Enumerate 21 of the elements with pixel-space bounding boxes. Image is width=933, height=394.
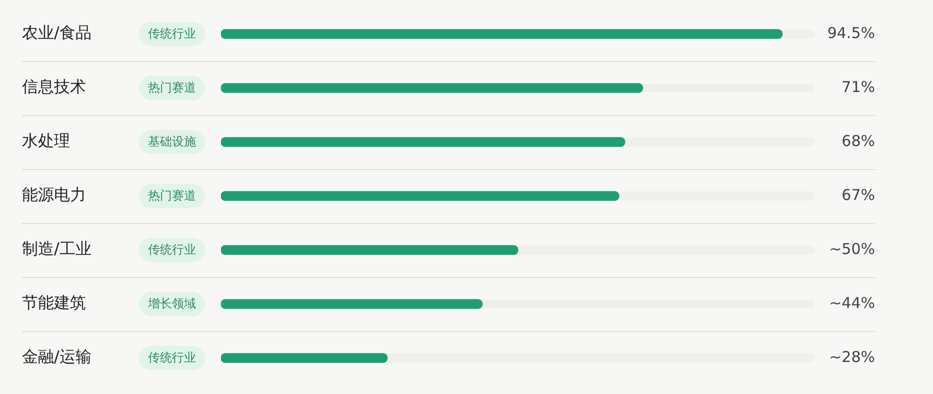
data-label: 67% — [842, 186, 875, 204]
text: 基础设施 — [148, 134, 196, 149]
text: 传统行业 — [148, 26, 196, 41]
text: 热门赛道 — [148, 188, 196, 203]
y-tick-label: 信息技术 — [22, 77, 86, 96]
text: 传统行业 — [148, 242, 196, 257]
y-tick-label: 农业/食品 — [22, 23, 92, 42]
y-tick-label: 能源电力 — [22, 185, 86, 204]
y-tick-label: 水处理 — [22, 131, 70, 150]
data-label: ~44% — [829, 294, 875, 312]
y-tick-label: 节能建筑 — [22, 293, 86, 312]
data-label: 94.5% — [827, 24, 875, 42]
data-label: 68% — [842, 132, 875, 150]
y-tick-label: 金融/运输 — [22, 347, 92, 366]
data-label: ~28% — [829, 348, 875, 366]
data-label: ~50% — [829, 240, 875, 258]
y-tick-label: 制造/工业 — [22, 239, 92, 258]
data-label: 71% — [842, 78, 875, 96]
text: 传统行业 — [148, 350, 196, 365]
text: 增长领域 — [147, 296, 196, 311]
text: 热门赛道 — [148, 80, 196, 95]
